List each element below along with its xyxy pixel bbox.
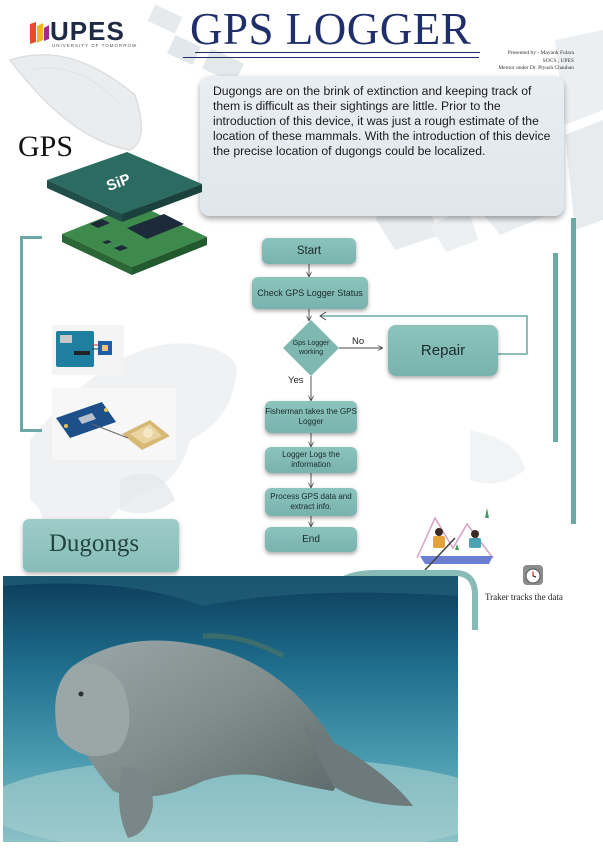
flow-no-label: No: [352, 336, 365, 347]
dugongs-label: Dugongs: [48, 530, 140, 557]
hardware-bracket: [20, 236, 42, 432]
fisherman-illustration: [415, 498, 497, 570]
page-title: GPS LOGGER: [190, 4, 472, 54]
flow-fisherman: Fisherman takes the GPS Logger: [265, 401, 357, 433]
title-underline-lower: [183, 57, 479, 58]
flow-repair: Repair: [388, 325, 498, 376]
flow-yes-label: Yes: [288, 375, 304, 386]
credits-presenter: Presented by - Mayank Fulara: [507, 50, 574, 56]
gps-label: GPS: [18, 130, 74, 163]
sip-chip-icon: SiP: [47, 152, 207, 275]
flow-process-data: Process GPS data and extract info.: [265, 488, 357, 516]
credits: Presented by - Mayank Fulara SOCS , UPES…: [424, 50, 574, 73]
decor-bar-right: [571, 218, 576, 524]
flow-start: Start: [262, 238, 356, 264]
title-underline: [195, 52, 480, 53]
intro-text: Dugongs are on the brink of extinction a…: [213, 84, 551, 159]
logo-subtitle: UNIVERSITY OF TOMORROW: [52, 43, 138, 48]
clock-icon: [523, 565, 543, 585]
dugong-photo: [3, 576, 458, 842]
intro-box: Dugongs are on the brink of extinction a…: [200, 76, 564, 216]
decor-bar-left: [553, 253, 558, 442]
flow-end: End: [265, 527, 357, 552]
logo-name: UPES: [50, 16, 125, 46]
credits-mentor: Mentor under Dr. Piyush Chauhan: [498, 65, 574, 71]
flow-decision-diamond: [283, 320, 339, 376]
tracker-caption: Traker tracks the data: [485, 592, 563, 602]
flow-logger-logs: Logger Logs the information: [265, 447, 357, 473]
dugongs-label-box: [23, 519, 179, 572]
gps-module-image: [52, 388, 176, 460]
flow-check-status: Check GPS Logger Status: [252, 277, 368, 309]
arduino-board-image: [52, 325, 124, 375]
credits-school: SOCS , UPES: [542, 57, 574, 64]
flow-decision-label: Gps Logger working: [292, 340, 330, 356]
upes-logo-icon: [30, 22, 49, 44]
satellite-image: [9, 4, 603, 252]
